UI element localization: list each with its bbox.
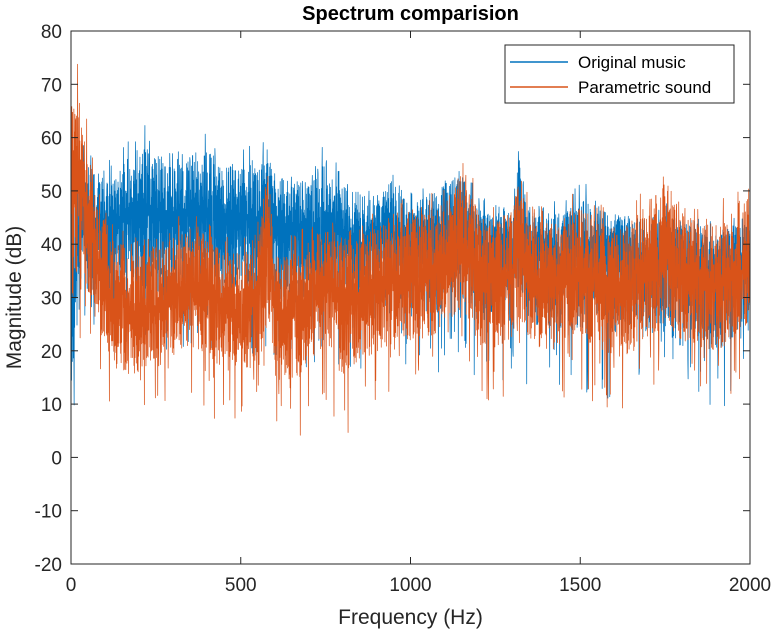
x-tick-label: 2000 <box>729 575 771 596</box>
legend-box <box>504 44 735 104</box>
chart-title: Spectrum comparision <box>302 3 519 25</box>
x-tick-label: 500 <box>225 575 257 596</box>
x-tick-label: 0 <box>66 575 77 596</box>
y-tick-label: 50 <box>41 182 62 203</box>
y-tick-label: 10 <box>41 395 62 416</box>
axes-layer: 0 500 1000 1500 2000 -20 -10 0 10 20 30 40 50 60 70 80 <box>35 22 772 596</box>
y-tick-label: 60 <box>41 129 62 150</box>
y-tick-label: 70 <box>41 75 62 96</box>
x-tick-label: 1000 <box>389 575 431 596</box>
x-tick-label: 1500 <box>559 575 601 596</box>
y-tick-label: 80 <box>41 22 62 43</box>
y-tick-label: -20 <box>35 555 62 576</box>
series-layer <box>70 63 751 436</box>
y-tick-label: -10 <box>35 502 62 523</box>
legend-label-original-music: Original music <box>578 53 686 72</box>
y-axis-label: Magnitude (dB) <box>3 226 26 370</box>
y-tick-label: 20 <box>41 342 62 363</box>
y-tick-label: 30 <box>41 289 62 310</box>
legend-label-parametric-sound: Parametric sound <box>578 78 711 97</box>
y-tick-label: 0 <box>51 448 62 469</box>
y-tick-label: 40 <box>41 235 62 256</box>
x-axis-label: Frequency (Hz) <box>338 606 483 629</box>
series-line-parametric-sound <box>70 63 751 436</box>
legend: Original music Parametric sound <box>504 44 735 104</box>
